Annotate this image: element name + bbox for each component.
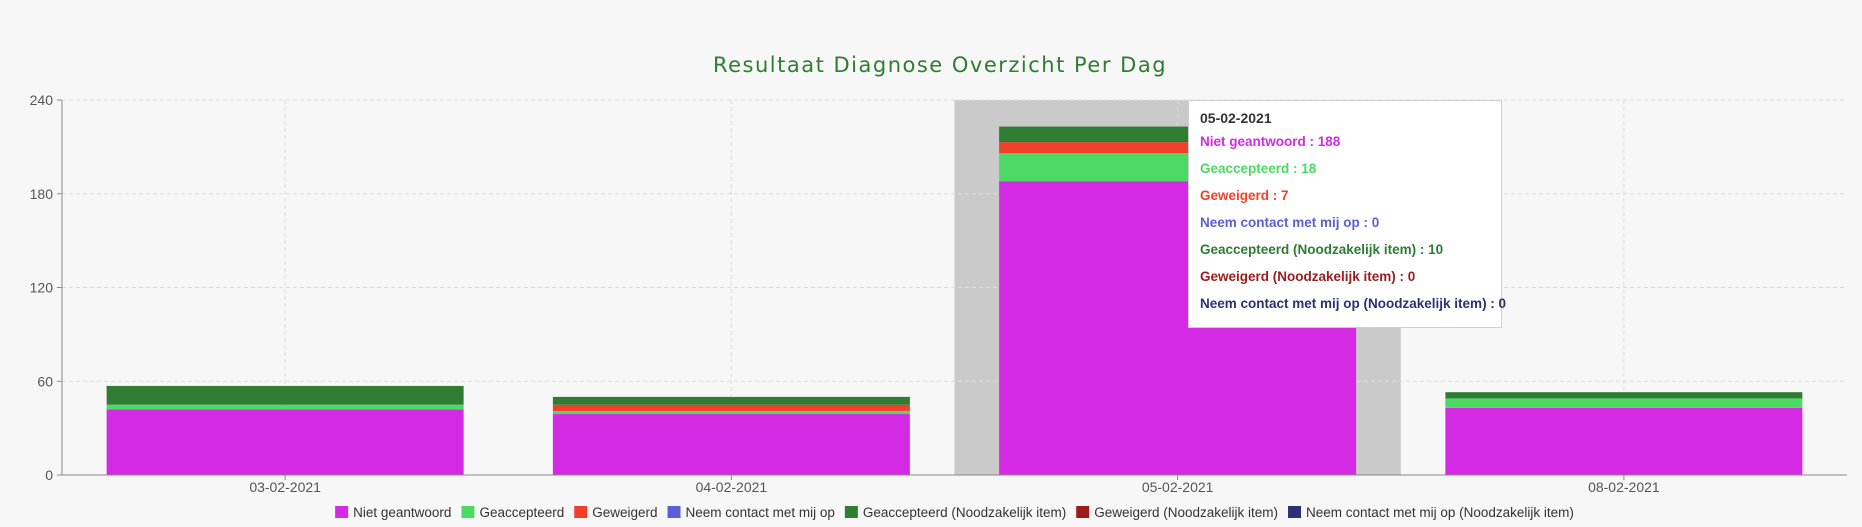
x-tick-label: 03-02-2021 <box>249 479 321 495</box>
bar-segment[interactable] <box>1445 392 1803 399</box>
legend-label: Neem contact met mij op (Noodzakelijk it… <box>1306 505 1574 520</box>
tooltip-row: Niet geantwoord : 188 <box>1200 134 1341 149</box>
legend-item[interactable]: Neem contact met mij op <box>667 505 835 520</box>
x-tick-label: 05-02-2021 <box>1142 479 1214 495</box>
legend-swatch <box>844 506 858 518</box>
bar-segment[interactable] <box>552 396 910 405</box>
legend-label: Geaccepteerd <box>479 505 564 520</box>
legend-swatch <box>1076 506 1090 518</box>
y-tick-label: 0 <box>45 467 53 483</box>
bar-segment[interactable] <box>552 414 910 475</box>
legend-label: Geweigerd <box>592 505 657 520</box>
legend-swatch <box>667 506 681 518</box>
chart-title: Resultaat Diagnose Overzicht Per Dag <box>713 53 1167 77</box>
legend-swatch <box>574 506 588 518</box>
bar-segment[interactable] <box>1445 407 1803 475</box>
y-tick-label: 180 <box>30 186 54 202</box>
tooltip-row: Geweigerd : 7 <box>1200 188 1289 203</box>
legend-item[interactable]: Neem contact met mij op (Noodzakelijk it… <box>1288 505 1574 520</box>
bar-segment[interactable] <box>999 142 1357 154</box>
bar-segment[interactable] <box>1445 398 1803 408</box>
x-tick-label: 04-02-2021 <box>696 479 768 495</box>
bar-segment[interactable] <box>552 410 910 415</box>
legend-label: Geaccepteerd (Noodzakelijk item) <box>863 505 1066 520</box>
legend-swatch <box>461 506 475 518</box>
bar-segment[interactable] <box>552 404 910 411</box>
legend-label: Niet geantwoord <box>353 505 451 520</box>
x-tick-label: 08-02-2021 <box>1588 479 1660 495</box>
tooltip-title: 05-02-2021 <box>1200 110 1272 126</box>
tooltip-row: Geaccepteerd : 18 <box>1200 161 1317 176</box>
bar-segment[interactable] <box>106 404 464 410</box>
tooltip-row: Geweigerd (Noodzakelijk item) : 0 <box>1200 269 1416 284</box>
legend-item[interactable]: Niet geantwoord <box>335 505 451 520</box>
legend-swatch <box>1288 506 1302 518</box>
legend-label: Geweigerd (Noodzakelijk item) <box>1094 505 1278 520</box>
tooltip-row: Neem contact met mij op (Noodzakelijk it… <box>1200 296 1507 311</box>
legend-item[interactable]: Geweigerd <box>574 505 658 520</box>
tooltip: 05-02-2021 Niet geantwoord : 188 Geaccept… <box>1188 100 1507 328</box>
legend-item[interactable]: Geweigerd (Noodzakelijk item) <box>1076 505 1278 520</box>
y-tick-label: 60 <box>37 373 53 389</box>
bar-segment[interactable] <box>106 385 464 405</box>
legend-item[interactable]: Geaccepteerd (Noodzakelijk item) <box>844 505 1066 520</box>
tooltip-row: Neem contact met mij op : 0 <box>1200 215 1380 230</box>
legend-swatch <box>335 506 349 518</box>
legend-label: Neem contact met mij op <box>686 505 835 520</box>
legend-item[interactable]: Geaccepteerd <box>461 505 564 520</box>
tooltip-row: Geaccepteerd (Noodzakelijk item) : 10 <box>1200 242 1444 257</box>
y-tick-label: 240 <box>30 92 54 108</box>
y-tick-label: 120 <box>30 280 54 296</box>
bar-segment[interactable] <box>106 409 464 475</box>
